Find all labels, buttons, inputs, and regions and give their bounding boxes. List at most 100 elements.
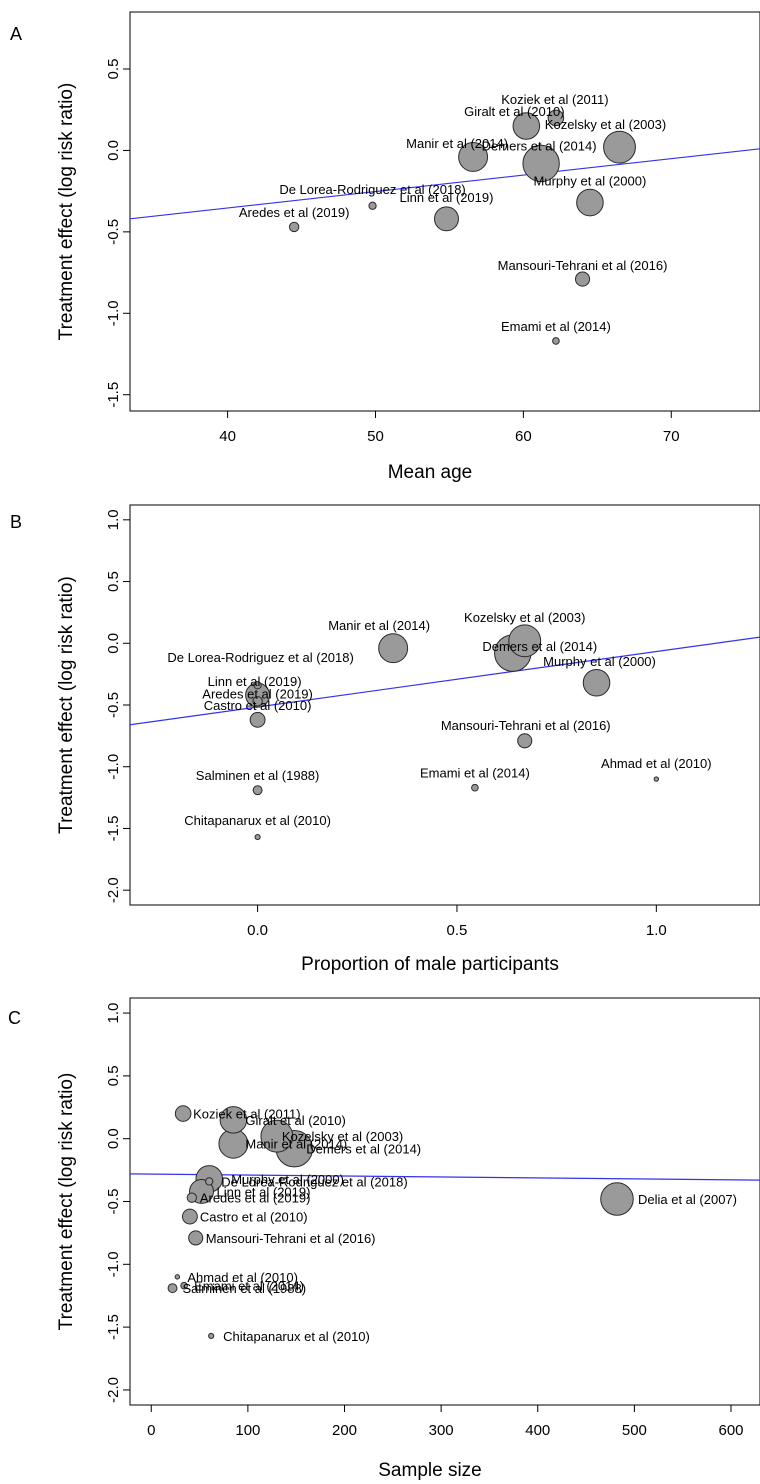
- study-label-aredes-et-al-2019: Aredes et al (2019): [202, 686, 313, 701]
- y-tick-label: -2.0: [105, 1377, 122, 1403]
- x-tick-label: 50: [367, 428, 384, 445]
- x-tick-label: 1.0: [646, 922, 667, 939]
- x-tick-label: 400: [525, 1422, 550, 1439]
- study-bubble-manir-et-al-2014: [378, 633, 409, 664]
- study-label-giralt-et-al-2010: Giralt et al (2010): [464, 104, 564, 119]
- study-label-demers-et-al-2014: Demers et al (2014): [306, 1142, 421, 1157]
- study-bubble-linn-et-al-2019: [434, 206, 459, 232]
- y-axis-title: Treatment effect (log risk ratio): [56, 83, 77, 341]
- study-bubble-ahmad-et-al-2010: [174, 1274, 181, 1280]
- x-axis-title: Mean age: [388, 462, 473, 483]
- y-tick-label: -1.0: [105, 300, 122, 326]
- study-bubble-salminen-et-al-1988: [167, 1283, 178, 1294]
- y-tick-label: -1.0: [105, 754, 122, 780]
- study-label-mansouri-tehrani-et-al-2016: Mansouri-Tehrani et al (2016): [498, 258, 668, 273]
- y-tick-label: -1.5: [105, 382, 122, 408]
- study-bubble-mansouri-tehrani-et-al-2016: [517, 733, 533, 749]
- study-label-aredes-et-al-2019: Aredes et al (2019): [200, 1191, 311, 1206]
- x-tick-label: 70: [663, 428, 680, 445]
- x-axis-title: Sample size: [378, 1460, 482, 1481]
- study-label-mansouri-tehrani-et-al-2016: Mansouri-Tehrani et al (2016): [206, 1231, 376, 1246]
- study-label-murphy-et-al-2000: Murphy et al (2000): [543, 654, 656, 669]
- study-label-ahmad-et-al-2010: Ahmad et al (2010): [187, 1270, 298, 1285]
- regression-line: [130, 1173, 760, 1181]
- y-tick-label: -1.5: [105, 816, 122, 842]
- study-label-castro-et-al-2010: Castro et al (2010): [204, 698, 312, 713]
- panel-label: A: [10, 24, 22, 44]
- y-tick-label: -2.0: [105, 877, 122, 903]
- study-label-mansouri-tehrani-et-al-2016: Mansouri-Tehrani et al (2016): [441, 718, 611, 733]
- study-bubble-kozelsky-et-al-2003: [603, 130, 636, 164]
- y-tick-label: 1.0: [105, 1003, 122, 1024]
- study-label-demers-et-al-2014: Demers et al (2014): [482, 639, 597, 654]
- plot-frame: [129, 11, 760, 412]
- study-bubble-castro-et-al-2010: [181, 1208, 198, 1225]
- study-bubble-chitapanarux-et-al-2010: [208, 1332, 215, 1339]
- study-bubble-ahmad-et-al-2010: [653, 776, 660, 782]
- study-label-manir-et-al-2014: Manir et al (2014): [406, 136, 508, 151]
- study-label-linn-et-al-2019: Linn et al (2019): [208, 674, 302, 689]
- x-tick-label: 0: [147, 1422, 155, 1439]
- y-tick-label: -0.5: [105, 219, 122, 245]
- y-tick-label: -0.5: [105, 1189, 122, 1215]
- x-tick-label: 200: [332, 1422, 357, 1439]
- study-label-emami-et-al-2014: Emami et al (2014): [194, 1279, 304, 1294]
- study-label-demers-et-al-2014: Demers et al (2014): [482, 138, 597, 153]
- study-label-koziek-et-al-2011: Koziek et al (2011): [193, 1107, 300, 1122]
- study-bubble-demers-et-al-2014: [522, 144, 560, 183]
- study-bubble-delia-et-al-2007: [600, 1182, 634, 1216]
- panel-label: B: [10, 512, 22, 532]
- study-label-koziek-et-al-2011: Koziek et al (2011): [501, 92, 608, 107]
- y-axis-title: Treatment effect (log risk ratio): [56, 1073, 77, 1331]
- study-bubble-giralt-et-al-2010: [219, 1106, 248, 1134]
- study-bubble-kozelsky-et-al-2003: [260, 1119, 294, 1153]
- y-tick-label: 0.5: [105, 59, 122, 80]
- study-label-emami-et-al-2014: Emami et al (2014): [420, 766, 530, 781]
- study-label-salminen-et-al-1988: Salminen et al (1988): [183, 1281, 307, 1296]
- regression-line: [130, 148, 760, 220]
- study-label-manir-et-al-2014: Manir et al (2014): [328, 618, 430, 633]
- study-label-kozelsky-et-al-2003: Kozelsky et al (2003): [464, 610, 585, 625]
- x-tick-label: 300: [429, 1422, 454, 1439]
- study-label-kozelsky-et-al-2003: Kozelsky et al (2003): [282, 1129, 403, 1144]
- y-tick-label: -0.5: [105, 692, 122, 718]
- study-label-aredes-et-al-2019: Aredes et al (2019): [239, 205, 350, 220]
- study-bubble-chitapanarux-et-al-2010: [254, 834, 261, 841]
- study-label-giralt-et-al-2010: Giralt et al (2010): [245, 1113, 345, 1128]
- study-bubble-aredes-et-al-2019: [186, 1192, 198, 1203]
- study-bubble-castro-et-al-2010: [249, 711, 266, 728]
- y-tick-label: -1.0: [105, 1251, 122, 1277]
- study-bubble-giralt-et-al-2010: [512, 112, 541, 140]
- study-label-de-lorea-rodriguez-et-al-2018: De Lorea-Rodriguez et al (2018): [279, 182, 465, 197]
- y-tick-label: 0.5: [105, 1065, 122, 1086]
- study-label-linn-et-al-2019: Linn et al (2019): [400, 190, 494, 205]
- x-tick-label: 60: [515, 428, 532, 445]
- study-bubble-emami-et-al-2014: [471, 783, 479, 792]
- y-tick-label: 0.0: [105, 140, 122, 161]
- study-bubble-salminen-et-al-1988: [252, 785, 263, 796]
- study-bubble-koziek-et-al-2011: [174, 1105, 192, 1122]
- y-tick-label: 0.5: [105, 571, 122, 592]
- x-tick-label: 40: [219, 428, 236, 445]
- x-tick-label: 0.0: [247, 922, 268, 939]
- study-label-castro-et-al-2010: Castro et al (2010): [200, 1210, 308, 1225]
- panel-label: C: [8, 1008, 21, 1028]
- y-tick-label: 1.0: [105, 509, 122, 530]
- y-tick-label: 0.0: [105, 1128, 122, 1149]
- study-label-salminen-et-al-1988: Salminen et al (1988): [196, 768, 320, 783]
- study-label-chitapanarux-et-al-2010: Chitapanarux et al (2010): [184, 813, 331, 828]
- study-bubble-emami-et-al-2014: [180, 1281, 188, 1290]
- panel-a: A 40 50 60 70 -1.5 -1.0 -0.5 0.0 0.5 Mean age Treat…: [10, 11, 760, 483]
- study-bubble-koziek-et-al-2011: [547, 109, 565, 127]
- study-label-kozelsky-et-al-2003: Kozelsky et al (2003): [545, 117, 666, 132]
- panel-c: C 0 100 200 300 400 500 600 -2.0 -1.5 -1.0 -0.5 0.0 0…: [8, 997, 760, 1481]
- study-label-delia-et-al-2007: Delia et al (2007): [638, 1192, 737, 1207]
- study-label-de-lorea-rodriguez-et-al-2018: De Lorea-Rodriguez et al (2018): [167, 650, 353, 665]
- y-axis-title: Treatment effect (log risk ratio): [56, 576, 77, 834]
- x-tick-label: 500: [622, 1422, 647, 1439]
- x-tick-label: 100: [235, 1422, 260, 1439]
- x-tick-label: 0.5: [447, 922, 468, 939]
- study-label-chitapanarux-et-al-2010: Chitapanarux et al (2010): [223, 1329, 370, 1344]
- x-axis-title: Proportion of male participants: [301, 954, 559, 975]
